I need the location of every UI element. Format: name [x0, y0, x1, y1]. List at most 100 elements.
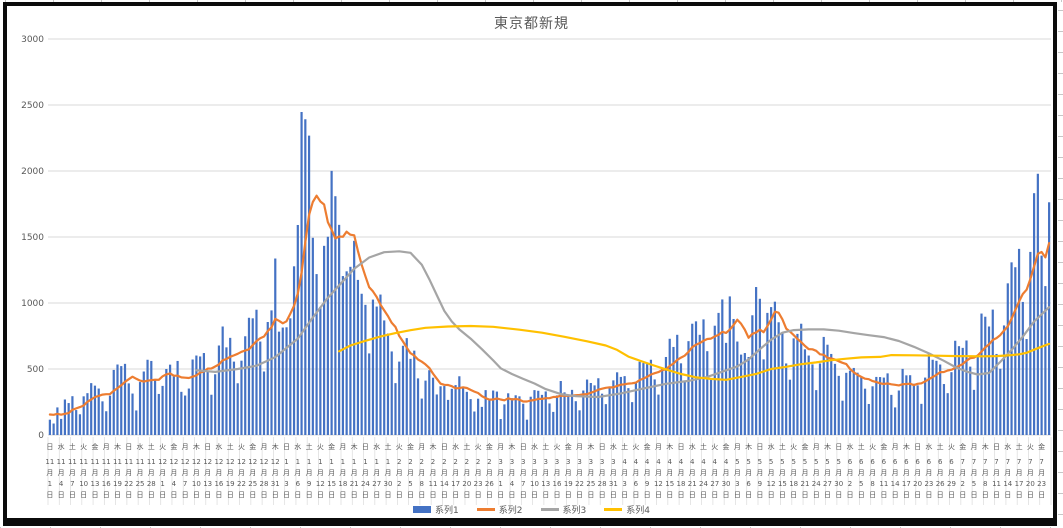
bar [972, 389, 976, 435]
bar [285, 327, 288, 435]
bar [390, 351, 393, 435]
x-axis-label: 12 [169, 458, 178, 466]
x-axis-label: 1 [341, 458, 345, 466]
y-axis-tick-label: 3000 [21, 35, 44, 45]
x-axis-label: 21 [800, 480, 809, 488]
bar [882, 377, 885, 435]
bar [353, 240, 356, 435]
bar [634, 382, 638, 435]
x-axis-label: 22 [124, 480, 133, 488]
bar [668, 338, 671, 435]
x-axis-label: 日 [1004, 491, 1011, 499]
x-axis-label: 木 [587, 442, 594, 451]
bar [815, 390, 818, 435]
bar [495, 391, 499, 435]
x-axis-label: 日 [554, 491, 561, 499]
bar [657, 394, 660, 435]
bar [822, 336, 825, 435]
x-axis-label: 日 [520, 443, 527, 451]
bar [195, 355, 198, 435]
bar [833, 363, 837, 435]
bar [604, 404, 607, 435]
x-axis-label: 日 [463, 491, 470, 499]
x-axis-label: 7 [183, 480, 187, 488]
bar [270, 310, 273, 435]
bar [672, 346, 675, 435]
bar [112, 369, 115, 435]
x-axis-label: 日 [69, 491, 76, 499]
bar [529, 396, 532, 435]
x-axis-label: 10 [79, 480, 88, 488]
x-axis-label: 月 [430, 469, 437, 477]
bar [755, 287, 758, 435]
x-axis-label: 月 [103, 469, 110, 477]
x-axis-label: 6 [859, 458, 864, 466]
x-axis-label: 24 [812, 480, 821, 488]
bar [127, 383, 130, 435]
bar [706, 351, 709, 435]
x-axis-label: 日 [317, 491, 324, 499]
x-axis-label: 金 [486, 442, 493, 451]
legend-label: 系列1 [435, 506, 459, 516]
bar [886, 373, 889, 435]
x-axis-label: 土 [1016, 442, 1023, 451]
x-axis-label: 日 [1016, 491, 1023, 499]
x-axis-label: 15 [327, 480, 336, 488]
bar [416, 378, 420, 435]
x-axis-label: 火 [948, 443, 955, 451]
x-axis-label: 11 [429, 480, 438, 488]
x-axis-label: 日 [46, 491, 53, 499]
bar [525, 419, 529, 435]
x-axis-label: 24 [699, 480, 708, 488]
x-axis-label: 7 [1006, 458, 1010, 466]
x-axis-label: 土 [621, 442, 628, 451]
bar [424, 380, 427, 435]
bar [262, 371, 266, 435]
x-axis-label: 月 [666, 469, 673, 477]
bar [533, 390, 536, 435]
x-axis-label: 月 [768, 469, 775, 477]
bar [356, 279, 360, 435]
bar [687, 341, 690, 435]
bar [401, 345, 405, 435]
x-axis-label: 金 [328, 442, 335, 451]
x-axis-label: 2 [848, 480, 852, 488]
x-axis-label: 日 [407, 491, 414, 499]
bar [1036, 173, 1039, 435]
x-axis-label: 5 [859, 480, 863, 488]
bar [1021, 301, 1024, 435]
x-axis-label: 11 [45, 458, 54, 466]
x-axis-label: 日 [970, 491, 977, 499]
x-axis-label: 水 [925, 442, 932, 451]
x-axis-label: 月 [125, 469, 132, 477]
x-axis-label: 日 [531, 491, 538, 499]
x-axis-label: 日 [520, 491, 527, 499]
bar [897, 390, 900, 435]
x-axis-label: 月 [711, 469, 718, 477]
x-axis-label: 月 [554, 469, 561, 477]
x-axis-label: 月 [69, 469, 76, 477]
x-axis-label: 2 [431, 458, 435, 466]
x-axis-label: 水 [373, 442, 380, 451]
bar [616, 372, 619, 435]
bar [255, 309, 258, 435]
x-axis-label: 5 [746, 458, 750, 466]
x-axis-label: 日 [621, 491, 628, 499]
x-axis-label: 土 [779, 442, 786, 451]
x-axis-label: 日 [1038, 491, 1045, 499]
bar [338, 224, 341, 435]
bar [454, 385, 457, 435]
legend-bar-swatch-icon [413, 506, 432, 513]
x-axis-label: 6 [634, 480, 639, 488]
x-axis-label: 日 [790, 491, 797, 499]
legend-item: 系列3 [540, 503, 586, 516]
x-axis-label: 3 [577, 458, 581, 466]
bar [830, 353, 833, 435]
x-axis-label: 3 [566, 458, 570, 466]
bar [713, 325, 716, 435]
x-axis-label: 日 [914, 491, 921, 499]
x-axis-label: 月 [903, 469, 910, 477]
bar [736, 341, 739, 435]
x-axis-label: 火 [238, 443, 245, 451]
bar [341, 276, 344, 435]
